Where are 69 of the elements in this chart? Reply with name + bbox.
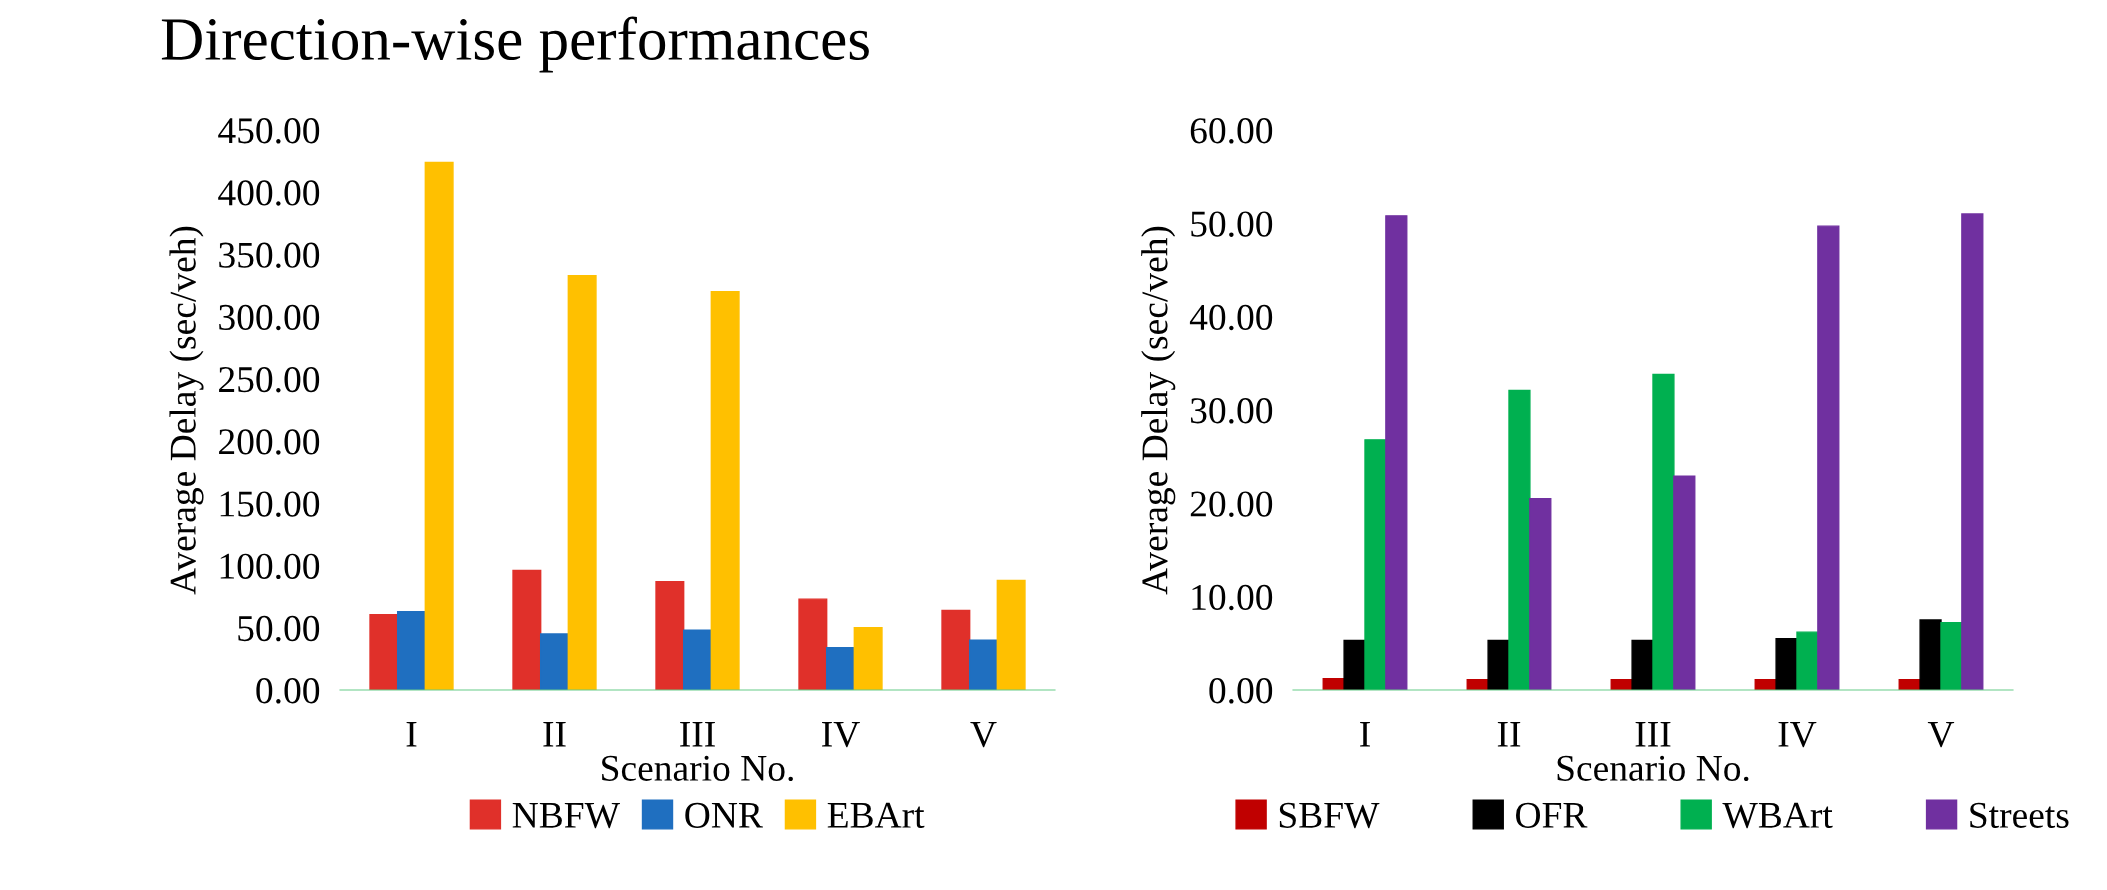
x-tick-label: V [970,722,997,748]
bar [825,646,856,690]
bar [1796,631,1819,690]
y-tick-label: 200.00 [219,429,320,455]
x-tick-label: IV [822,722,860,748]
bar [1385,215,1408,690]
y-tick-label: 40.00 [1189,304,1273,331]
bar [567,274,597,690]
chart-title: Direction-wise performances [161,16,869,73]
bar [655,581,685,690]
legend-label: WBArt [1722,802,1833,829]
bar [1961,213,1984,690]
x-tick-label: II [1497,722,1521,747]
bar [1673,475,1696,690]
bar [1817,225,1840,690]
y-tick-label: 50.00 [1191,211,1273,237]
x-tick-label: II [543,722,566,747]
y-tick-label: 250.00 [219,366,320,393]
legend-label: NBFW [512,803,620,829]
bar [396,610,427,690]
bar [369,614,399,690]
bar [710,291,740,690]
y-tick-label: 30.00 [1190,398,1273,424]
y-axis-title: Average Delay (sec/veh) [1141,226,1176,595]
y-tick-label: 0.00 [256,678,320,704]
x-tick-label: IV [1778,722,1817,748]
y-tick-label: 450.00 [218,118,320,144]
bar [1919,619,1942,690]
bar [798,598,828,690]
y-tick-label: 300.00 [219,304,320,331]
x-tick-label: I [406,722,417,747]
y-tick-label: 400.00 [218,180,320,206]
bar [853,627,883,690]
x-axis-title: Scenario No. [1557,755,1749,782]
y-tick-label: 60.00 [1190,118,1273,144]
bar [1940,622,1963,690]
bar [1343,639,1366,690]
legend-label: ONR [685,802,763,828]
bar [1529,497,1552,690]
legend-label: SBFW [1279,802,1380,829]
bar [996,579,1026,690]
x-tick-label: V [1927,722,1955,748]
legend-label: Streets [1970,802,2069,828]
y-tick-label: 50.00 [238,615,320,642]
bar [941,609,971,690]
bar [1631,639,1654,690]
bar [968,639,999,690]
bar [1775,637,1798,690]
y-tick-label: 10.00 [1192,584,1273,611]
bar [512,569,542,690]
x-tick-label: III [1635,722,1671,747]
bar [1652,373,1675,690]
y-tick-label: 0.00 [1209,678,1273,704]
bar [1487,639,1510,690]
y-tick-label: 350.00 [219,242,320,268]
y-tick-label: 100.00 [220,553,320,580]
bar [539,633,570,690]
bar [424,161,454,690]
y-tick-label: 150.00 [220,491,320,517]
x-tick-label: III [680,722,715,747]
x-tick-label: I [1360,722,1370,747]
x-axis-title: Scenario No. [602,755,793,782]
y-axis-title: Average Delay (sec/veh) [169,226,204,595]
y-tick-label: 20.00 [1190,491,1273,517]
bar [1508,389,1531,690]
legend-label: EBArt [827,802,925,828]
bar [682,629,713,690]
bar [1364,439,1387,690]
legend-label: OFR [1516,802,1588,828]
